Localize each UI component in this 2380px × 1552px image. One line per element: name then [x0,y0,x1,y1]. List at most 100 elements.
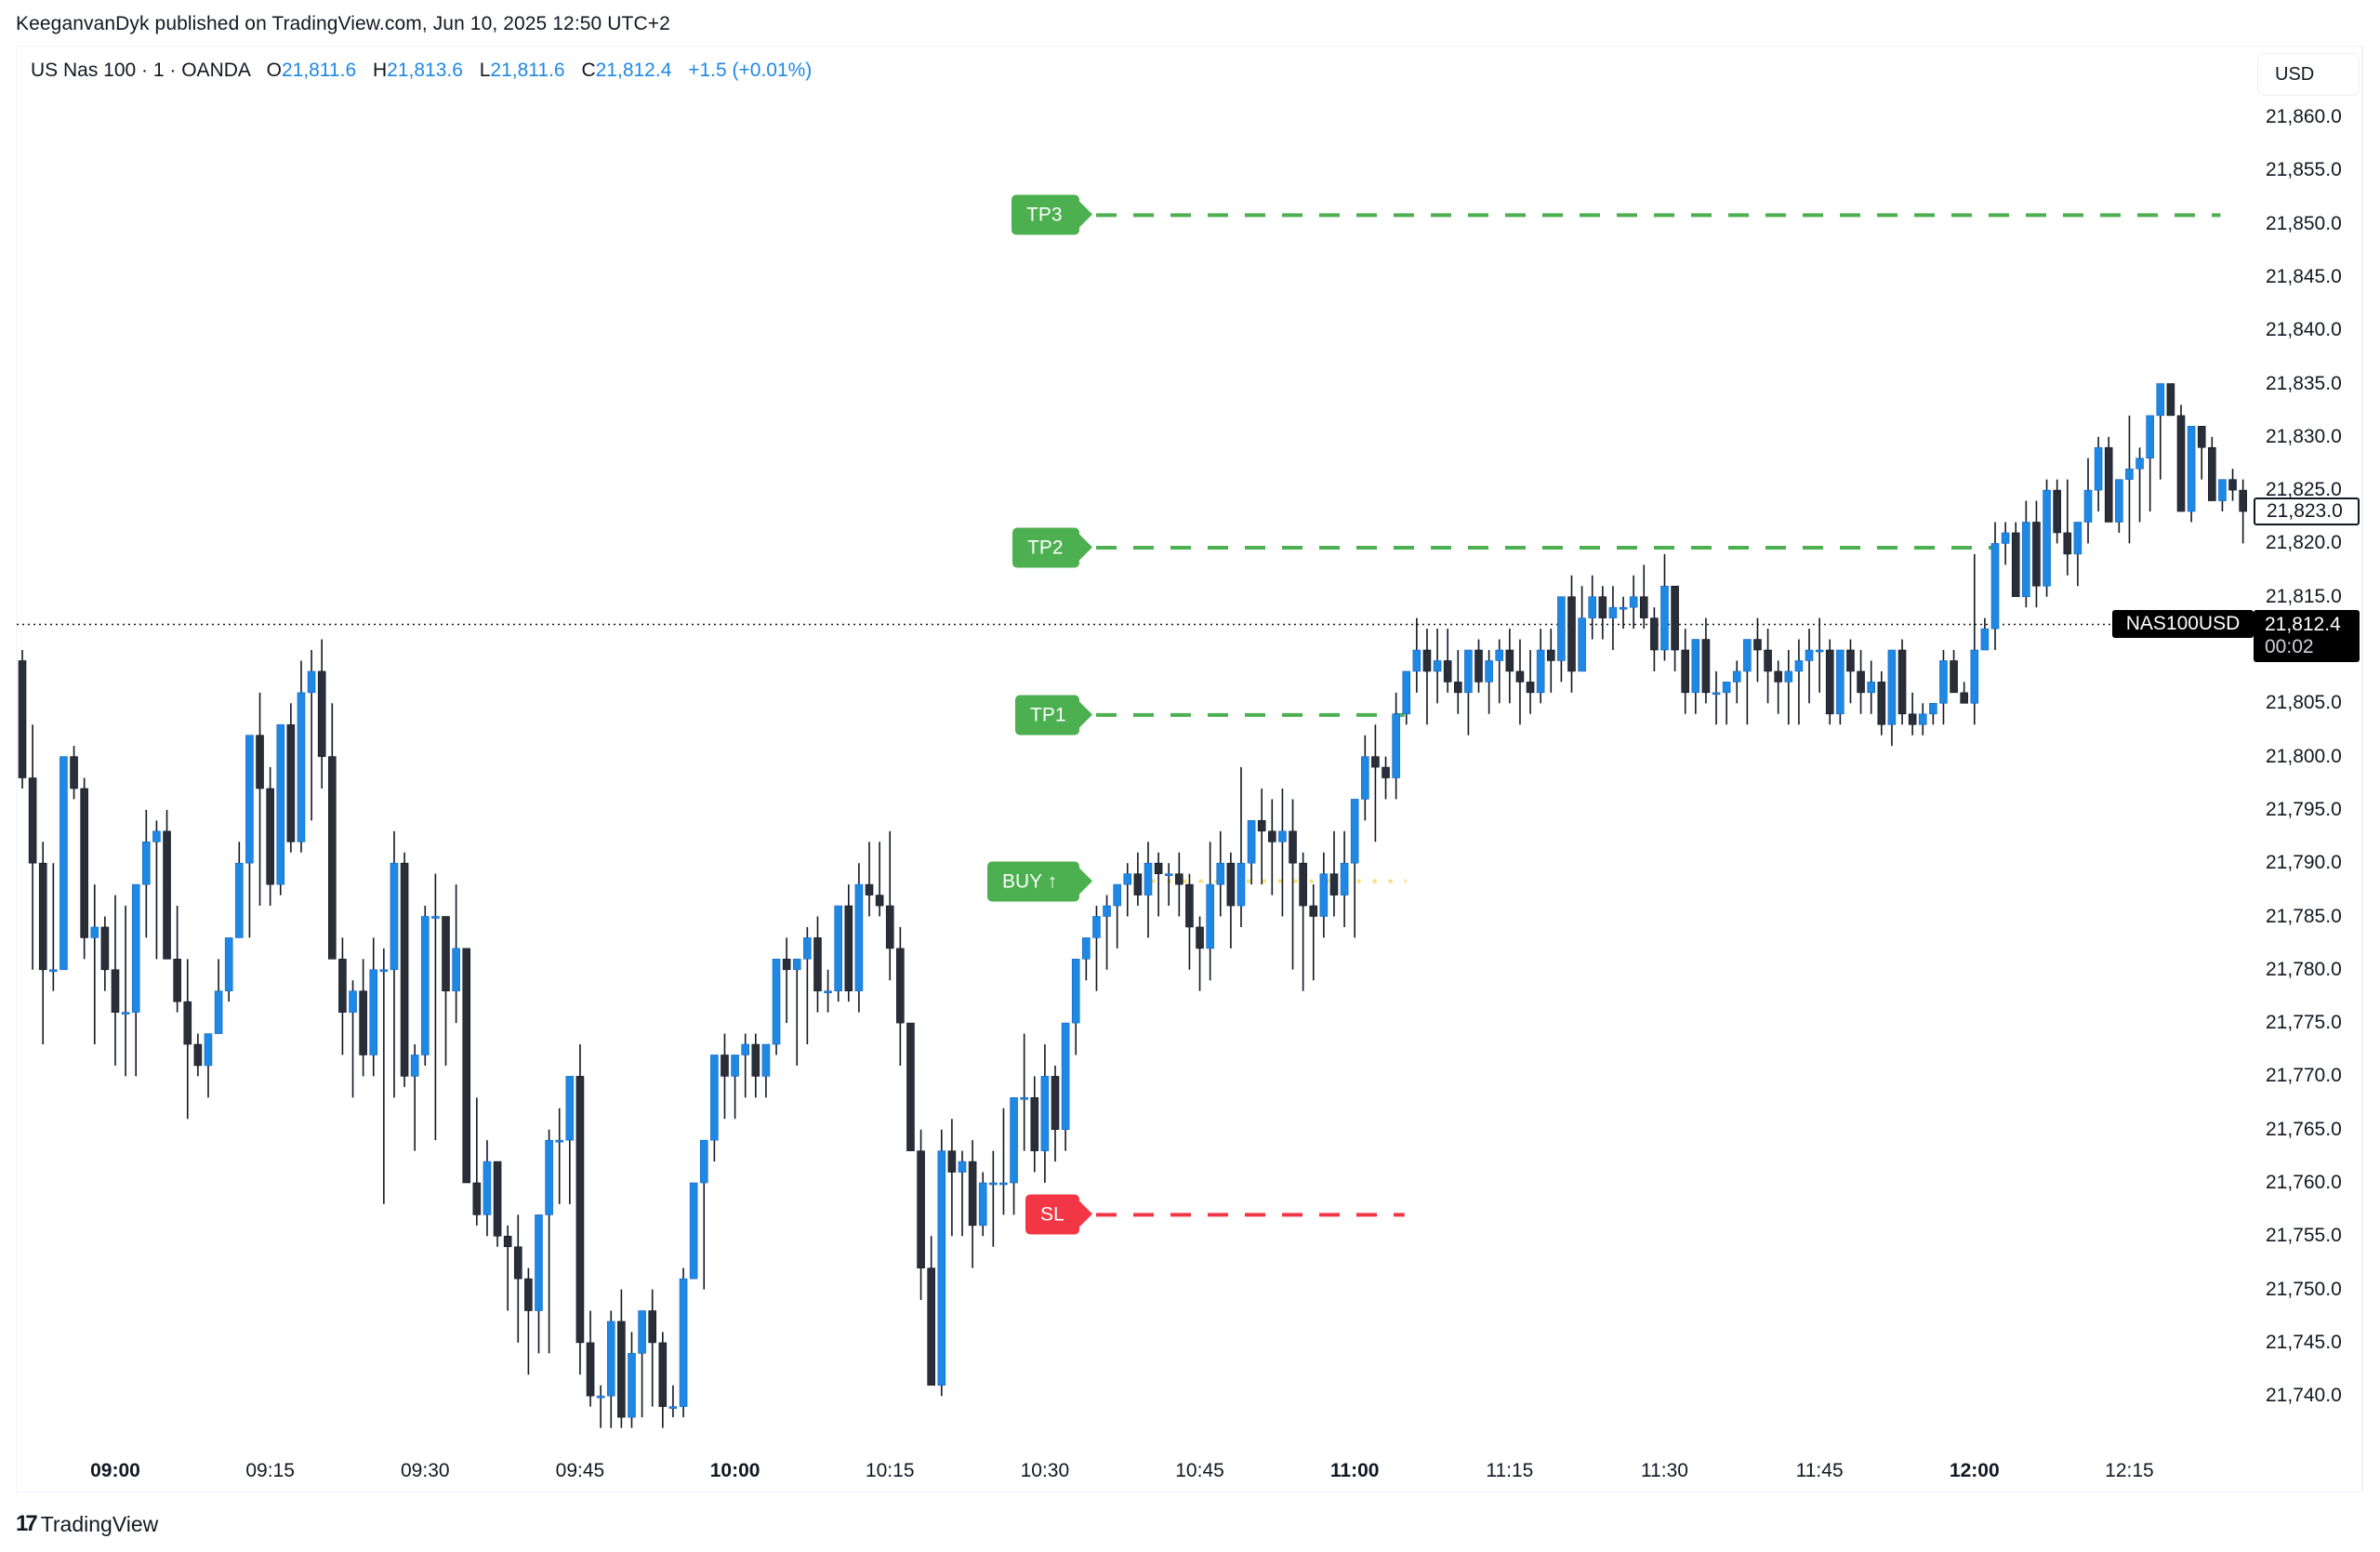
candle-body [245,735,254,864]
candle-body [1784,670,1793,683]
candle-body [1495,649,1504,661]
candle-body [824,990,832,994]
candle-body [100,926,110,971]
candle-body [2218,479,2227,501]
candle-body [2073,522,2082,555]
candle-body [535,1214,543,1311]
open-label: O [266,60,282,81]
candle-body [524,1278,533,1311]
candle-body [1185,883,1194,928]
tp1-tag[interactable]: TP1 [1015,695,1092,736]
price-tick-label: 21,835.0 [2266,372,2342,394]
candle-body [1216,862,1225,885]
candle-body [307,670,316,694]
candle-body [1144,862,1153,895]
price-tick-label: 21,775.0 [2266,1012,2342,1034]
candle-body [1402,670,1411,715]
candle-body [28,777,37,864]
candle-body [1257,820,1266,832]
candle-body [111,969,120,1013]
buy-entry-tag[interactable]: BUY ↑ [987,861,1092,902]
candle-body [349,990,357,1013]
tag-pointer-icon [1079,1200,1092,1227]
current-price-value: 21,812.4 [2265,614,2341,636]
candle-body [1485,660,1493,683]
candle-body [420,916,430,1055]
price-tick-label: 21,765.0 [2266,1118,2342,1140]
candle-body [379,969,389,973]
price-tick-label: 21,845.0 [2266,265,2342,287]
candle-body [1226,862,1236,907]
candle-body [1650,617,1659,651]
candle-body [1030,1097,1039,1151]
tradingview-logo-icon: 17 [16,1511,38,1536]
candle-body [1319,873,1329,917]
candle-body [1846,649,1855,672]
candle-body [1743,639,1752,672]
candle-body [493,1161,502,1237]
candle-body [2115,479,2123,523]
candle-body [2001,532,2010,544]
candle-body [2146,415,2154,459]
candle-body [844,905,853,992]
candle-body [2083,489,2093,523]
time-tick-label: 11:30 [1640,1460,1688,1481]
candle-body [1950,660,1958,694]
candle-body [2125,468,2134,480]
candle-body [256,735,264,789]
candle-body [658,1342,668,1407]
candle-body [204,1033,213,1067]
tradingview-wordmark: TradingView [40,1511,159,1536]
low-label: L [479,60,491,81]
candle-body [1175,873,1183,885]
time-tick-label: 09:30 [401,1460,450,1481]
candle-body [1712,692,1721,696]
symbol-name[interactable]: US Nas 100 · 1 · OANDA [31,60,250,81]
candle-body [937,1150,946,1386]
price-tick-label: 21,830.0 [2266,425,2342,447]
candle-body [1794,660,1804,672]
candle-body [390,862,399,971]
candle-body [1350,799,1359,864]
candle-body [1815,649,1824,653]
candle-body [286,723,296,842]
candle-body [1236,862,1246,907]
candle-body [606,1320,615,1397]
candle-body [638,1310,646,1354]
candle-body [1268,830,1276,842]
price-tick-label: 21,800.0 [2266,745,2342,767]
currency-button[interactable]: USD [2257,53,2360,96]
price-tick-label: 21,770.0 [2266,1065,2342,1087]
candle-body [1247,820,1256,864]
candle-body [1092,916,1101,938]
candle-body [1639,596,1648,618]
candle-body [2166,383,2175,417]
candle-body [131,883,140,1013]
candle-body [1299,862,1307,907]
candle-body [2063,532,2072,555]
candle-body [999,1182,1008,1186]
candle-body [1206,883,1214,949]
candle-body [741,1043,750,1055]
candle-body [2104,446,2113,523]
candle-body [224,937,233,992]
candle-body [1908,713,1917,725]
candle-body [1753,639,1762,651]
tp3-tag[interactable]: TP3 [1012,194,1092,235]
tp2-tag[interactable]: TP2 [1012,527,1092,568]
tradingview-brand[interactable]: 17 TradingView [16,1511,158,1537]
candle-body [183,1001,192,1045]
candle-body [751,1043,760,1077]
candle-body [978,1182,987,1227]
candle-body [1010,1097,1018,1184]
candle-body [1329,873,1339,895]
price-tick-label: 21,790.0 [2266,852,2342,874]
candle-body [1929,702,1937,715]
candle-body [865,883,874,895]
candle-body [1474,649,1483,683]
time-tick-label: 10:45 [1175,1460,1224,1481]
candle-body [1619,606,1628,610]
stop-loss-tag[interactable]: SL [1025,1194,1092,1235]
tag-label: TP3 [1026,204,1063,226]
